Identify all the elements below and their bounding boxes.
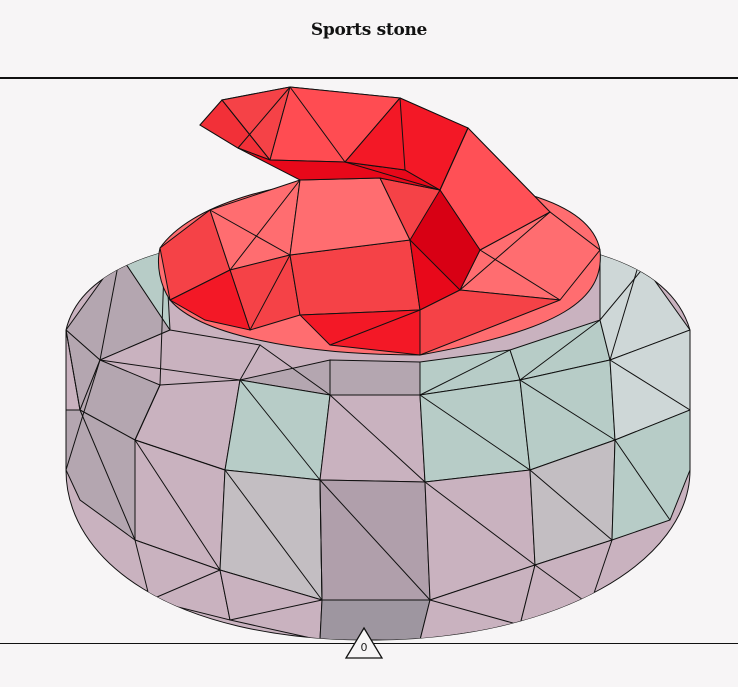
- position-marker-label: 0: [360, 641, 368, 654]
- position-marker-icon[interactable]: [344, 626, 384, 660]
- stone-handle: [199, 86, 551, 291]
- top-divider: [0, 77, 738, 79]
- page-title: Sports stone: [310, 20, 428, 40]
